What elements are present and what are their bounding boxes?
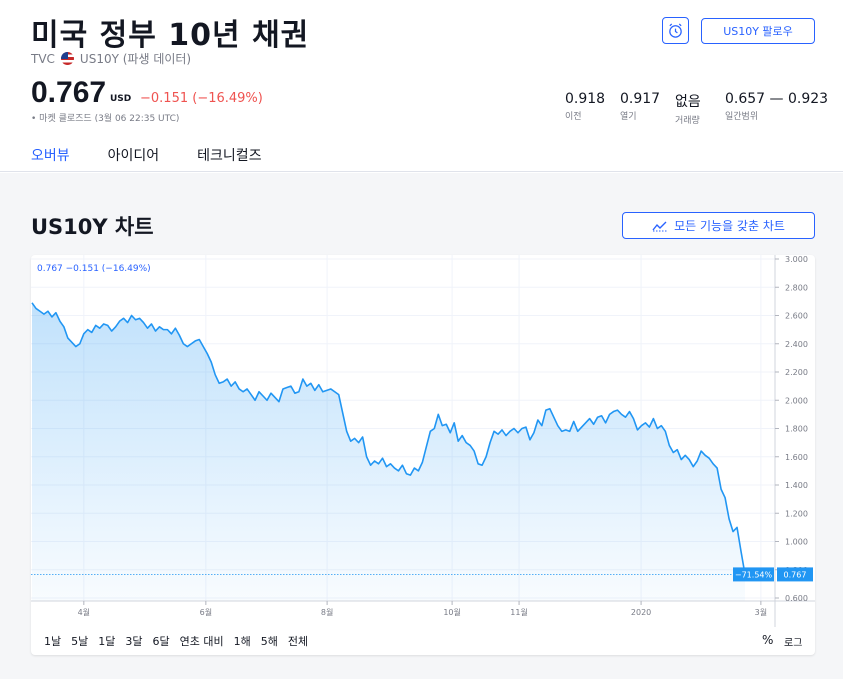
price-badge-text: 0.767	[784, 570, 807, 579]
last-price: 0.767	[31, 76, 107, 109]
stat-value: 0.917	[620, 91, 661, 107]
timeframe-all[interactable]: 전체	[287, 635, 309, 648]
stat-value: 0.918	[565, 91, 606, 107]
y-tick-label: 2.200	[785, 368, 808, 377]
price-chart[interactable]: 3.000 2.800 2.600 2.400 2.200 2.000 1.800 1.600…	[31, 255, 815, 627]
symbol-info: TVC US10Y (파생 데이터)	[31, 50, 191, 67]
currency-label: USD	[110, 94, 132, 104]
stat-value: 0.657 — 0.923	[725, 91, 829, 107]
stat-open: 0.917 열기	[620, 91, 660, 122]
price-axis: 3.000 2.800 2.600 2.400 2.200 2.000 1.800 1.600…	[775, 255, 808, 603]
y-tick-label: 1.200	[785, 509, 808, 518]
alarm-button[interactable]	[662, 17, 689, 44]
chart-series-line	[31, 302, 746, 575]
y-tick-label: 1.000	[785, 538, 808, 547]
exchange-label: TVC	[31, 51, 55, 66]
stat-label: 거래량	[675, 116, 700, 126]
timeframe-ytd[interactable]: 연초 대비	[179, 635, 224, 648]
alarm-clock-icon	[669, 23, 682, 38]
chart-line-icon	[652, 221, 668, 231]
x-tick-label: 6월	[200, 607, 212, 617]
stat-day-range: 0.657 — 0.923 일간범위	[725, 91, 828, 122]
percent-badge-bg	[733, 567, 774, 582]
y-tick-label: 1.600	[785, 453, 808, 462]
symbol-label: US10Y (파생 데이터)	[79, 52, 192, 66]
timeframe-1m[interactable]: 1달	[98, 635, 116, 648]
stat-value: 없음	[675, 94, 701, 110]
stat-label: 이전	[565, 112, 582, 122]
log-scale-toggle[interactable]: 로그	[784, 638, 803, 649]
price-badge-bg	[777, 567, 813, 582]
price-change: −0.151 (−16.49%)	[140, 91, 263, 106]
x-tick-label: 10월	[443, 607, 461, 617]
timeframe-6m[interactable]: 6달	[152, 635, 170, 648]
percent-scale-toggle[interactable]: %	[762, 633, 774, 647]
y-tick-label: 0.600	[785, 594, 808, 603]
x-tick-label: 2020	[631, 608, 651, 617]
full-chart-button[interactable]: 모든 기능을 갖춘 차트	[622, 212, 815, 239]
timeframe-5d[interactable]: 5날	[71, 635, 89, 648]
header-panel	[0, 0, 843, 172]
chart-title: US10Y 차트	[31, 215, 154, 239]
timeframe-5y[interactable]: 5해	[260, 635, 278, 648]
stat-label: 열기	[620, 112, 637, 122]
chart-legend: 0.767 −0.151 (−16.49%)	[37, 264, 151, 274]
follow-button[interactable]: US10Y 팔로우	[701, 18, 815, 44]
tab-overview[interactable]: 오버뷰	[31, 145, 70, 176]
percent-badge-text: −71.54%	[735, 570, 773, 579]
tab-technicals[interactable]: 테크니컬즈	[197, 148, 262, 164]
market-status: • 마켓 클로즈드 (3월 06 22:35 UTC)	[31, 114, 180, 124]
last-value-badges: −71.54% 0.767	[733, 567, 813, 582]
y-tick-label: 3.000	[785, 255, 808, 264]
y-tick-label: 1.400	[785, 481, 808, 490]
x-tick-label: 3월	[755, 607, 767, 617]
x-tick-label: 8월	[321, 607, 333, 617]
x-tick-label: 4월	[78, 607, 90, 617]
stat-label: 일간범위	[725, 112, 759, 122]
timeframe-1y[interactable]: 1해	[233, 635, 251, 648]
full-chart-label: 모든 기능을 갖춘 차트	[674, 219, 785, 233]
stat-volume: 없음 거래량	[675, 91, 701, 126]
y-tick-label: 2.800	[785, 283, 808, 292]
y-tick-label: 1.800	[785, 425, 808, 434]
timeframe-bar: 1날 5날 1달 3달 6달 연초 대비 1해 5해 전체	[44, 633, 308, 649]
stat-previous: 0.918 이전	[565, 91, 605, 122]
time-axis: 4월 6월 8월 10월 11월 2020 3월	[78, 601, 767, 617]
chart-area-fill	[32, 302, 745, 601]
us-flag-icon	[60, 52, 74, 65]
timeframe-1d[interactable]: 1날	[44, 635, 62, 648]
tab-bar: 오버뷰 아이디어 테크니컬즈	[31, 145, 262, 176]
tab-ideas[interactable]: 아이디어	[107, 148, 160, 164]
y-tick-label: 2.400	[785, 340, 808, 349]
timeframe-3m[interactable]: 3달	[125, 635, 143, 648]
y-tick-label: 2.600	[785, 312, 808, 321]
page-title: 미국 정부 10년 채권	[31, 18, 310, 53]
y-tick-label: 2.000	[785, 396, 808, 405]
x-tick-label: 11월	[510, 607, 528, 617]
